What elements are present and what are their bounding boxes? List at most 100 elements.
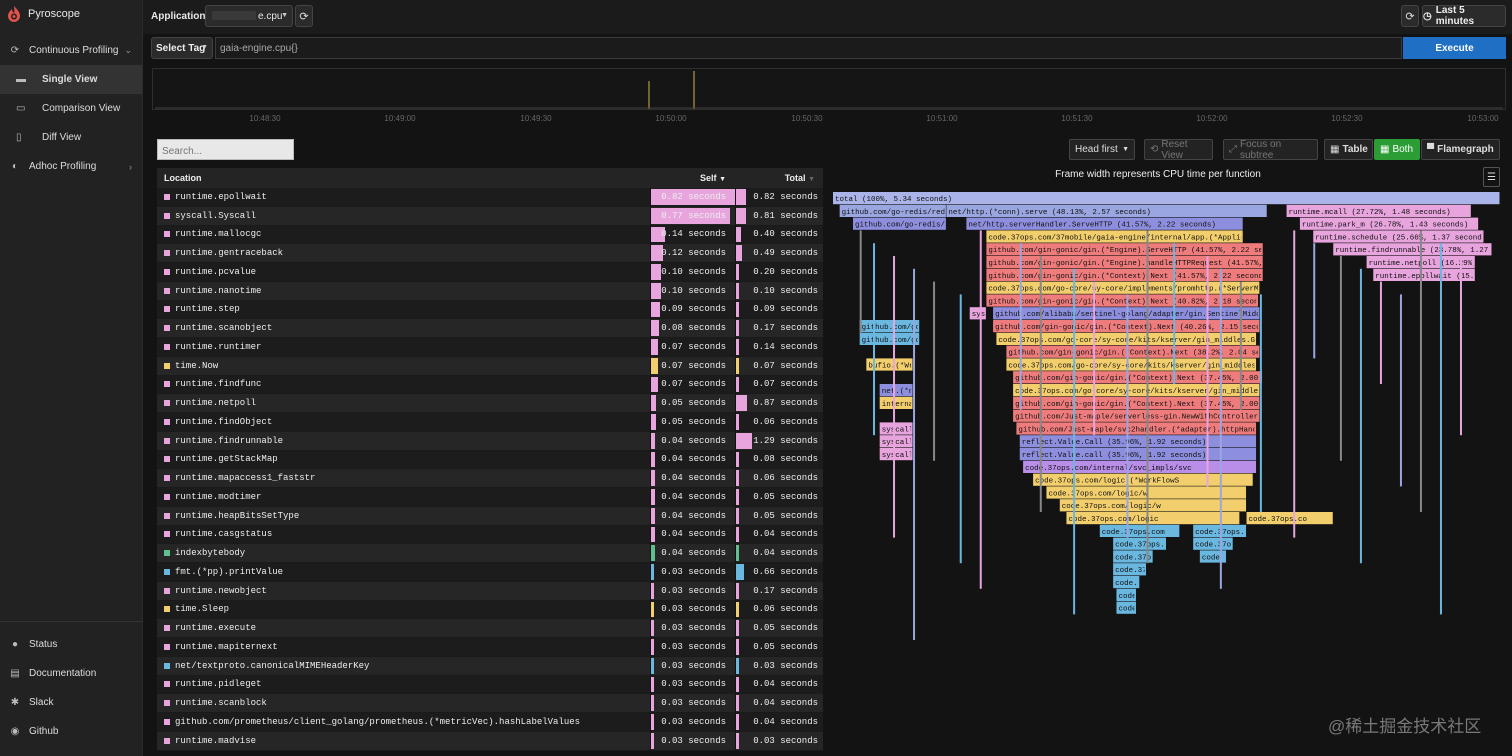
table-row[interactable]: runtime.casgstatus 0.04 seconds 0.04 secon… [157, 525, 823, 545]
search-input[interactable] [157, 139, 294, 160]
column-location[interactable]: Location [164, 173, 202, 183]
flame-frame[interactable]: code.37ops.co [1193, 524, 1254, 537]
table-row[interactable]: time.Now 0.07 seconds 0.07 seconds [157, 356, 823, 376]
flame-frame[interactable]: github.com/gin-gonic/gin.(*Context).Next… [993, 320, 1279, 333]
flame-frame[interactable]: code.37op [1113, 550, 1156, 563]
table-row[interactable]: runtime.findfunc 0.07 seconds 0.07 seconds [157, 375, 823, 395]
both-view-button[interactable]: ▦ Both [1374, 139, 1420, 160]
flame-frame[interactable]: runtime.netpoll (16.29%, 0.87 seconds) [1366, 256, 1500, 269]
execute-button[interactable]: Execute [1403, 37, 1506, 59]
table-row[interactable]: time.Sleep 0.03 seconds 0.06 seconds [157, 600, 823, 620]
sidebar-item-single-view[interactable]: ▬ Single View [0, 65, 142, 94]
flame-frame[interactable]: syscall.Syscall [879, 448, 950, 461]
flame-frame[interactable]: code.37ops.com/go-core/sy-core/implement… [986, 281, 1290, 294]
flame-frame[interactable]: code.37ops.com/go-core/sy-core/kits/kser… [996, 332, 1291, 345]
flame-frame[interactable]: runtime.mcall (27.72%, 1.48 seconds) [1286, 204, 1471, 217]
flame-frame[interactable]: reflect.Value.Call (35.96%, 1.92 seconds… [1019, 435, 1257, 448]
flame-frame[interactable]: code.37ops.com/go-core/sy-core/kits/kser… [1013, 384, 1294, 397]
table-row[interactable]: runtime.epollwait 0.82 seconds 0.82 second… [157, 188, 823, 207]
table-row[interactable]: runtime.nanotime 0.10 seconds 0.10 seconds [157, 281, 823, 301]
flame-frame[interactable]: code.37ops.com/logic/w [1046, 486, 1247, 499]
nav-adhoc-profiling[interactable]: ◐ Adhoc Profiling › [0, 152, 142, 181]
table-row[interactable]: runtime.mapiternext 0.03 seconds 0.05 seco… [157, 638, 823, 657]
sidebar-item-diff-view[interactable]: ▯ Diff View [0, 123, 142, 152]
flame-frame[interactable]: github.com/Just-maple/svc2handler.(*adap… [1016, 422, 1293, 435]
table-row[interactable]: runtime.heapBitsSetType 0.04 seconds 0.05 … [157, 506, 823, 526]
flame-frame[interactable]: net.(*netF [879, 384, 927, 397]
timeline-chart[interactable] [152, 68, 1506, 110]
table-row[interactable]: runtime.mallocgc 0.14 seconds 0.40 seconds [157, 225, 823, 245]
table-row[interactable]: runtime.findObject 0.05 seconds 0.06 secon… [157, 413, 823, 432]
table-row[interactable]: net/textproto.canonicalMIMEHeaderKey 0.03… [157, 656, 823, 676]
flame-frame[interactable]: code [1199, 550, 1227, 563]
table-row[interactable]: runtime.mapaccess1_faststr 0.04 seconds 0.… [157, 469, 823, 488]
table-row[interactable]: runtime.pcvalue 0.10 seconds 0.20 seconds [157, 263, 823, 282]
table-row[interactable]: runtime.netpoll 0.05 seconds 0.87 seconds [157, 394, 823, 413]
nav-continuous-profiling[interactable]: ⟳ Continuous Profiling ⌄ [0, 36, 142, 65]
flame-frame[interactable]: runtime.park_m (26.78%, 1.43 seconds) [1299, 217, 1479, 230]
nav-status[interactable]: ● Status [0, 630, 143, 659]
query-input[interactable]: gaia-engine.cpu{} [215, 37, 1402, 59]
table-row[interactable]: runtime.getStackMap 0.04 seconds 0.08 seco… [157, 450, 823, 470]
table-row[interactable]: github.com/prometheus/client_golang/prom… [157, 713, 823, 732]
table-row[interactable]: runtime.scanobject 0.08 seconds 0.17 secon… [157, 319, 823, 338]
flame-frame[interactable]: sysc [969, 307, 990, 320]
flame-frame[interactable]: code.37ops.com/logic/w [1059, 499, 1247, 512]
time-range-button[interactable]: ◷ Last 5 minutes [1422, 5, 1506, 27]
table-row[interactable]: runtime.scanblock 0.03 seconds 0.04 second… [157, 694, 823, 713]
flame-frame[interactable]: runtime.findrunnable (23.78%, 1.27 secon… [1333, 243, 1500, 256]
flamegraph-menu-button[interactable]: ☰ [1483, 167, 1500, 187]
flame-frame[interactable]: github.com/Just-maple/serverless-gin.New… [1013, 409, 1295, 422]
flame-frame[interactable]: runtime.schedule (25.66%, 1.37 seconds) [1313, 230, 1491, 243]
flame-frame[interactable]: code.37op [1193, 537, 1236, 550]
flame-frame[interactable]: code.37ops.com/internal/svc_impls/svc [1023, 460, 1257, 473]
flame-frame[interactable]: code.37ops.co [1246, 512, 1333, 525]
column-self[interactable]: Self ▼ [650, 173, 735, 183]
table-row[interactable]: runtime.gentraceback 0.12 seconds 0.49 sec… [157, 244, 823, 263]
table-row[interactable]: runtime.execute 0.03 seconds 0.05 seconds [157, 619, 823, 638]
flame-frame[interactable]: code.37ops.com [1113, 537, 1179, 550]
flame-frame[interactable]: bufio.(*Wr [866, 358, 913, 371]
table-row[interactable]: runtime.madvise 0.03 seconds 0.03 seconds [157, 731, 823, 751]
flame-frame[interactable]: github.com/gin-gonic/gin.(*Context).Next… [986, 268, 1272, 281]
flame-frame[interactable]: code.37 [1116, 601, 1150, 614]
brand[interactable]: Pyroscope [0, 0, 142, 28]
flame-frame[interactable]: github.com/go-redis/redis [839, 204, 955, 217]
flame-frame[interactable]: code.37ops.com [1099, 524, 1180, 537]
flame-frame[interactable]: code.37 [1113, 576, 1147, 589]
flame-frame[interactable]: code.37op [1113, 563, 1156, 576]
table-row[interactable]: runtime.runtimer 0.07 seconds 0.14 seconds [157, 338, 823, 357]
flame-frame[interactable]: github.com/gin-gonic/gin.(*Context).Next… [1013, 396, 1299, 409]
flame-frame[interactable]: total (100%, 5.34 seconds) [833, 192, 1500, 205]
flame-frame[interactable]: syscall.Syscall [879, 435, 950, 448]
nav-github[interactable]: ◉ Github [0, 717, 143, 746]
flamegraph-canvas[interactable]: total (100%, 5.34 seconds) github.com/go-… [833, 192, 1500, 754]
column-total[interactable]: Total ▼ [735, 173, 823, 183]
flame-frame[interactable]: github.com/gin-gonic/gin.(*Context).Next… [1006, 345, 1287, 358]
table-row[interactable]: runtime.step 0.09 seconds 0.09 seconds [157, 300, 823, 320]
focus-subtree-button[interactable]: ⤢ Focus on subtree [1223, 139, 1318, 161]
table-view-button[interactable]: ▦ Table [1324, 139, 1373, 160]
flame-frame[interactable]: net/http.(*conn).serve (48.13%, 2.57 sec… [946, 204, 1267, 217]
flame-frame[interactable]: github.com/gin-gonic/gin.(*Context).Next… [986, 294, 1272, 307]
reset-view-button[interactable]: ⟲ Reset View [1144, 139, 1213, 161]
table-row[interactable]: runtime.findrunnable 0.04 seconds 1.29 sec… [157, 431, 823, 451]
flame-frame[interactable]: internal/poll [879, 396, 941, 409]
flame-frame[interactable]: code.3 [1116, 588, 1146, 601]
flame-frame[interactable]: github.com/gin-gonic/gin.(*Engine).handl… [986, 256, 1326, 269]
select-tag-dropdown[interactable]: Select Tag ▼ [151, 37, 213, 59]
flame-frame[interactable]: reflect.Value.call (35.96%, 1.92 seconds… [1019, 448, 1257, 461]
table-row[interactable]: indexbytebody 0.04 seconds 0.04 seconds [157, 544, 823, 563]
flame-frame[interactable]: syscall.Write [879, 422, 941, 435]
table-row[interactable]: runtime.newobject 0.03 seconds 0.17 second… [157, 581, 823, 601]
table-row[interactable]: runtime.pidleget 0.03 seconds 0.04 seconds [157, 675, 823, 695]
flame-frame[interactable]: net/http.serverHandler.ServeHTTP (41.57%… [966, 217, 1243, 230]
table-row[interactable]: syscall.Syscall 0.77 seconds 0.81 seconds [157, 206, 823, 226]
flame-frame[interactable]: github.com/gin-gonic/gin.(*Engine).Serve… [986, 243, 1290, 256]
table-row[interactable]: runtime.modtimer 0.04 seconds 0.05 seconds [157, 488, 823, 507]
flame-frame[interactable]: github.com/go-redis/redis [853, 217, 968, 230]
table-row[interactable]: fmt.(*pp).printValue 0.03 seconds 0.66 sec… [157, 563, 823, 582]
flame-frame[interactable]: code.37ops.com/logic [1066, 512, 1240, 525]
application-select[interactable]: e.cpu ▼ [205, 5, 293, 27]
flame-frame[interactable]: code.37ops.com/go-core/sy-core/kits/kser… [1006, 358, 1292, 371]
